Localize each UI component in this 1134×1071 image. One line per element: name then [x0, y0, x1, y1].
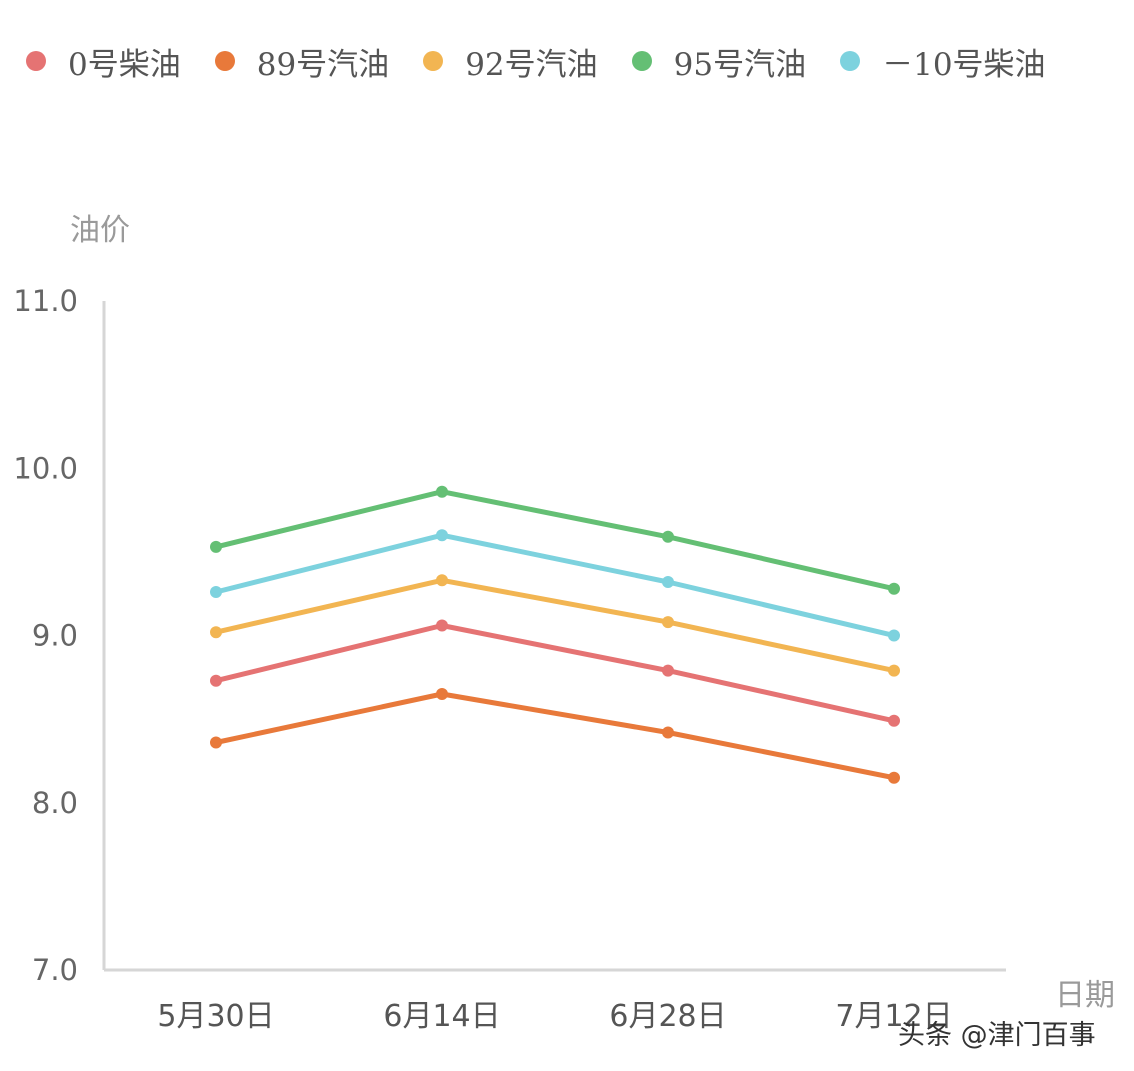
data-point-1-3[interactable] — [888, 771, 900, 784]
y-tick-label: 8.0 — [32, 786, 78, 820]
series-line-1 — [213, 691, 897, 781]
legend-label-gasoline-89: 89号汽油 — [256, 46, 390, 83]
data-point-3-2[interactable] — [662, 530, 674, 543]
data-point-0-2[interactable] — [662, 664, 674, 677]
data-point-4-0[interactable] — [210, 586, 222, 598]
data-point-4-2[interactable] — [662, 576, 674, 588]
legend-marker-diesel-minus-10 — [840, 51, 861, 71]
data-point-0-1[interactable] — [436, 619, 448, 632]
legend-marker-gasoline-95 — [631, 51, 652, 71]
legend-item-diesel-0[interactable]: 0号柴油 — [26, 39, 181, 84]
legend-item-diesel-minus-10[interactable]: －10号柴油 — [840, 39, 1046, 84]
data-point-1-1[interactable] — [436, 688, 448, 700]
legend-marker-gasoline-89 — [214, 51, 235, 71]
x-tick-label: 6月28日 — [609, 999, 726, 1034]
legend-marker-gasoline-92 — [423, 51, 444, 71]
x-axis-title: 日期 — [1055, 978, 1115, 1013]
y-tick-label: 9.0 — [32, 619, 78, 653]
series-line-3 — [213, 489, 897, 592]
x-tick-label: 5月30日 — [157, 999, 274, 1034]
legend-marker-diesel-0 — [26, 51, 46, 71]
data-point-1-2[interactable] — [662, 726, 674, 739]
y-tick-label: 10.0 — [13, 451, 78, 485]
data-point-3-1[interactable] — [436, 485, 448, 498]
data-point-3-0[interactable] — [210, 540, 222, 553]
series-line-0 — [213, 623, 897, 724]
legend-label-diesel-0: 0号柴油 — [68, 46, 181, 83]
y-axis-title: 油价 — [70, 213, 130, 248]
series-line-4 — [213, 532, 897, 638]
data-point-2-0[interactable] — [210, 626, 222, 639]
legend-label-gasoline-95: 95号汽油 — [673, 46, 807, 83]
data-point-1-0[interactable] — [210, 736, 222, 749]
data-point-2-1[interactable] — [436, 574, 448, 587]
y-tick-label: 11.0 — [13, 284, 78, 318]
watermark: 头条 @津门百事 — [898, 1020, 1096, 1051]
chart-legend: 0号柴油 89号汽油 92号汽油 95号汽油 －10号柴油 — [26, 38, 1080, 84]
data-point-2-2[interactable] — [662, 616, 674, 629]
legend-item-gasoline-89[interactable]: 89号汽油 — [214, 39, 390, 84]
data-point-2-3[interactable] — [888, 664, 900, 677]
data-point-4-3[interactable] — [888, 629, 900, 642]
data-point-4-1[interactable] — [436, 529, 448, 542]
legend-label-diesel-minus-10: －10号柴油 — [882, 46, 1046, 83]
series-line-2 — [213, 577, 897, 674]
legend-item-gasoline-92[interactable]: 92号汽油 — [423, 39, 598, 84]
x-tick-label: 7月12日 — [835, 999, 952, 1034]
x-tick-label: 6月14日 — [383, 999, 500, 1034]
y-tick-label: 7.0 — [32, 953, 78, 987]
data-point-0-0[interactable] — [210, 674, 222, 687]
data-point-3-3[interactable] — [888, 582, 900, 595]
legend-item-gasoline-95[interactable]: 95号汽油 — [631, 39, 807, 84]
data-point-0-3[interactable] — [888, 714, 900, 727]
legend-label-gasoline-92: 92号汽油 — [465, 46, 598, 83]
